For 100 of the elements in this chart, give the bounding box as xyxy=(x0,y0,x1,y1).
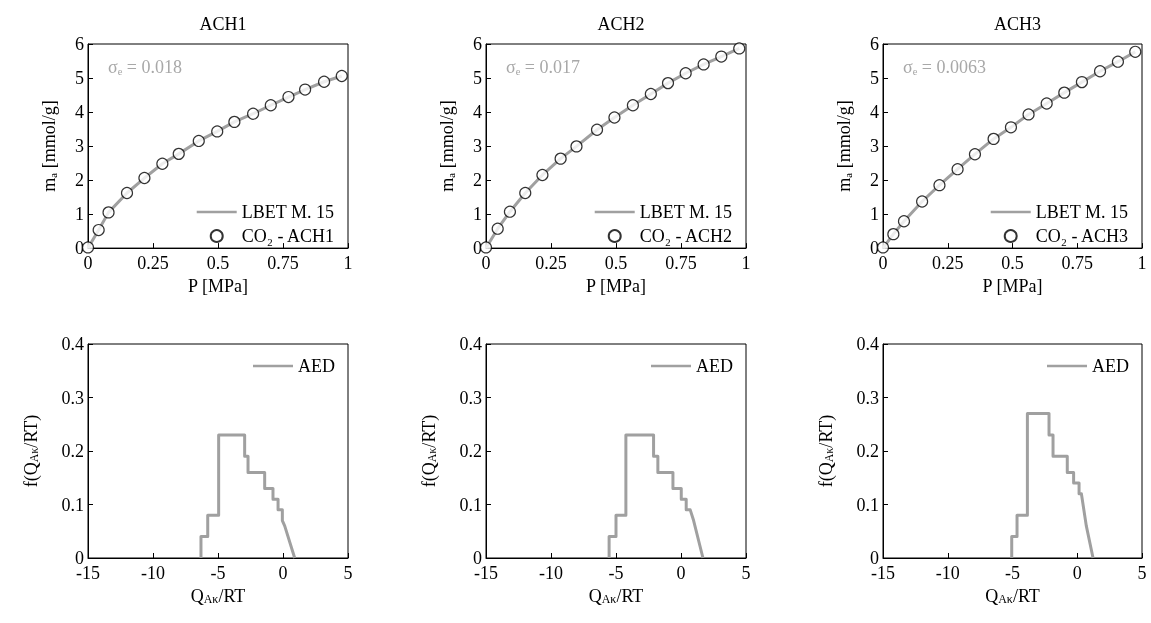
y-tick-label: 0.3 xyxy=(459,387,482,408)
x-tick-label: 0.25 xyxy=(932,253,964,274)
point xyxy=(264,99,277,112)
y-tick-label: 0.4 xyxy=(856,334,879,354)
legend-label: CO₂ - ACH3 xyxy=(1035,226,1129,246)
x-axis-title: P [MPa] xyxy=(188,276,248,296)
x-tick-label: 0.5 xyxy=(1001,253,1024,274)
point xyxy=(519,186,532,200)
point xyxy=(554,152,567,165)
y-axis-title: mₐ [mmol/g] xyxy=(39,100,59,192)
y-tick-label: 0.1 xyxy=(61,494,84,515)
y-tick-label: 4 xyxy=(473,102,482,123)
x-tick-label: 5 xyxy=(343,563,353,583)
point xyxy=(916,195,929,208)
y-tick-label: 2 xyxy=(870,170,879,191)
x-axis-title: P [MPa] xyxy=(982,276,1043,296)
point xyxy=(335,69,348,83)
annotation: σₑ = 0.017 xyxy=(506,57,580,77)
y-tick-label: 0 xyxy=(870,238,879,259)
point xyxy=(644,87,657,101)
annotation: σₑ = 0.0063 xyxy=(903,57,986,77)
x-axis-title: QAκ/RT xyxy=(588,585,644,606)
legend-label: AED xyxy=(298,356,336,376)
x-tick-label: -5 xyxy=(210,563,226,583)
x-tick-label: 0.75 xyxy=(1061,253,1093,274)
x-tick-label: -10 xyxy=(141,563,165,583)
x-tick-label: 0.75 xyxy=(665,253,697,274)
line-series xyxy=(607,433,705,560)
chart-title: ACH3 xyxy=(993,14,1042,34)
y-axis-title: mₐ [mmol/g] xyxy=(834,100,854,192)
y-tick-label: 0 xyxy=(473,238,482,259)
point xyxy=(156,157,169,170)
chart-title: ACH1 xyxy=(199,14,247,34)
point xyxy=(951,163,964,176)
point xyxy=(1075,76,1089,89)
x-tick-label: -5 xyxy=(1005,563,1020,583)
x-tick-label: 0.5 xyxy=(604,253,628,274)
y-tick-label: 0.3 xyxy=(856,387,879,408)
chart-title: ACH2 xyxy=(597,14,645,34)
y-tick-label: 1 xyxy=(75,204,84,225)
y-tick-label: 6 xyxy=(870,34,879,54)
x-tick-label: 1 xyxy=(1137,253,1147,274)
point xyxy=(172,147,185,160)
point xyxy=(92,223,105,237)
point xyxy=(933,179,946,192)
point xyxy=(626,99,639,112)
point xyxy=(679,67,692,80)
y-tick-label: 0.1 xyxy=(856,494,879,515)
x-tick-label: -5 xyxy=(608,563,624,583)
x-tick-label: 5 xyxy=(741,563,751,583)
y-tick-label: 0.3 xyxy=(61,387,84,408)
x-tick-label: 0 xyxy=(676,563,686,583)
y-tick-label: 0.2 xyxy=(459,441,482,461)
y-tick-label: 5 xyxy=(473,68,482,89)
point xyxy=(715,50,728,63)
point xyxy=(1004,121,1018,134)
y-axis-title: mₐ [mmol/g] xyxy=(437,100,457,192)
legend-label: CO₂ - ACH1 xyxy=(241,226,335,246)
point xyxy=(733,42,746,55)
x-tick-label: 1 xyxy=(343,253,353,274)
x-tick-label: 0.5 xyxy=(206,253,230,274)
x-tick-label: -10 xyxy=(539,563,563,583)
annotation: σₑ = 0.018 xyxy=(108,57,182,77)
point xyxy=(1022,108,1035,121)
x-tick-label: 0 xyxy=(278,563,288,583)
point xyxy=(138,171,151,185)
y-tick-label: 0.4 xyxy=(61,334,84,354)
x-tick-label: 5 xyxy=(1137,563,1147,583)
line-series xyxy=(199,433,297,560)
y-tick-label: 1 xyxy=(473,204,482,225)
y-tick-label: 3 xyxy=(870,136,879,157)
y-tick-label: 2 xyxy=(473,170,482,191)
x-axis-title: QAκ/RT xyxy=(190,585,246,606)
x-tick-label: -10 xyxy=(935,563,960,583)
point xyxy=(120,186,134,200)
point xyxy=(211,125,224,138)
point xyxy=(987,132,1000,145)
y-tick-label: 0.1 xyxy=(459,494,482,515)
y-tick-label: 6 xyxy=(473,34,482,54)
y-tick-label: 4 xyxy=(75,102,84,123)
point xyxy=(192,134,205,148)
legend-label: LBET M. 15 xyxy=(1035,202,1128,222)
x-axis-title: P [MPa] xyxy=(586,276,646,296)
point xyxy=(247,107,260,120)
x-tick-label: 0 xyxy=(1072,563,1082,583)
point xyxy=(1111,55,1125,68)
y-tick-label: 0.2 xyxy=(61,441,84,461)
point xyxy=(536,168,549,182)
point xyxy=(102,206,115,219)
y-tick-label: 0.2 xyxy=(856,441,879,461)
point xyxy=(503,205,517,218)
point xyxy=(590,123,604,136)
point xyxy=(1058,86,1071,99)
point xyxy=(299,83,312,96)
y-tick-label: 3 xyxy=(75,136,84,157)
y-tick-label: 3 xyxy=(473,136,482,157)
x-tick-label: 0.25 xyxy=(137,253,169,274)
y-tick-label: 2 xyxy=(75,170,84,191)
point xyxy=(228,115,241,128)
point xyxy=(608,111,621,124)
